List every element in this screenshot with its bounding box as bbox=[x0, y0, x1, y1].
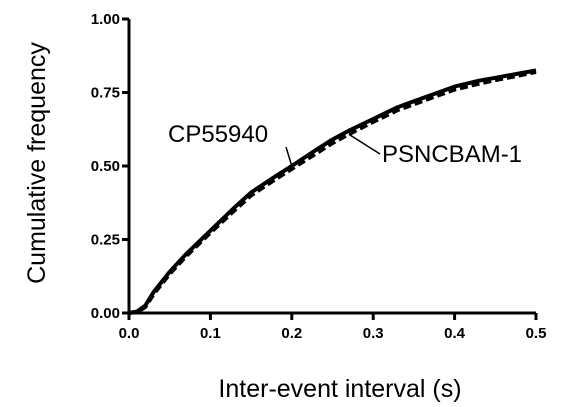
ticks: 0.00 0.25 0.50 0.75 1.00 0.0 0.1 0.2 0.3 0.4 0.5 bbox=[91, 11, 547, 342]
annotations: CP55940 PSNCBAM-1 bbox=[168, 121, 522, 168]
y-tick-label: 0.50 bbox=[91, 158, 120, 175]
series-annotation-label: CP55940 bbox=[168, 121, 268, 148]
annotation-leader bbox=[285, 146, 293, 167]
y-axis-title: Cumulative frequency bbox=[23, 42, 51, 284]
x-tick-label: 0.0 bbox=[119, 325, 140, 342]
x-tick-label: 0.4 bbox=[444, 325, 466, 342]
x-tick-label: 0.1 bbox=[200, 325, 221, 342]
series-line-dashed bbox=[128, 69, 537, 315]
y-tick-label: 1.00 bbox=[91, 11, 120, 28]
y-tick-label: 0.75 bbox=[91, 85, 120, 102]
annotation-leader bbox=[348, 133, 381, 155]
x-axis-title: Inter-event interval (s) bbox=[218, 375, 461, 403]
series bbox=[128, 68, 537, 315]
x-tick-label: 0.3 bbox=[363, 325, 384, 342]
y-tick-label: 0.00 bbox=[91, 305, 120, 322]
y-tick-label: 0.25 bbox=[91, 232, 120, 249]
x-tick-label: 0.5 bbox=[526, 325, 547, 342]
series-line-solid bbox=[128, 68, 537, 315]
x-tick-label: 0.2 bbox=[281, 325, 302, 342]
series-annotation-label: PSNCBAM-1 bbox=[382, 141, 522, 168]
